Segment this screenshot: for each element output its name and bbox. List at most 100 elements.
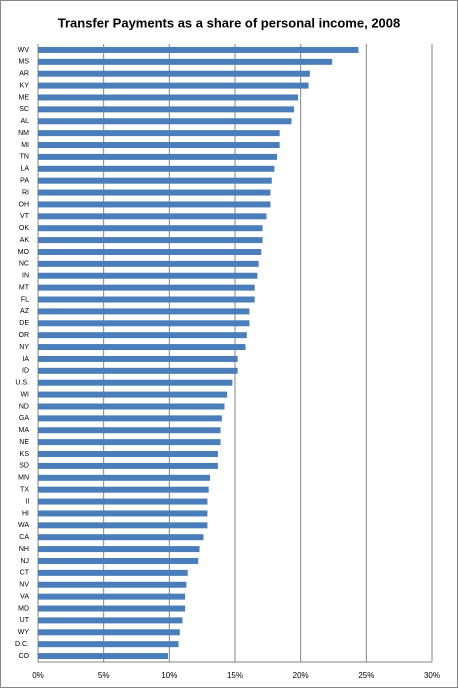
- bar: [38, 653, 169, 660]
- y-tick-label: KY: [20, 82, 30, 89]
- y-tick-label: NV: [19, 582, 29, 589]
- bar: [38, 641, 179, 648]
- bar: [38, 82, 309, 89]
- bar: [38, 546, 200, 553]
- y-tick-label: MS: [19, 59, 30, 66]
- bar: [38, 320, 250, 327]
- y-tick-label: AK: [20, 237, 30, 244]
- bar: [38, 118, 292, 125]
- y-tick-label: AL: [20, 118, 29, 125]
- bar: [38, 177, 272, 184]
- y-tick-label: DE: [19, 320, 29, 327]
- bar: [38, 142, 280, 149]
- bar: [38, 581, 187, 588]
- y-tick-label: Il: [26, 498, 30, 505]
- y-tick-label: D.C.: [15, 641, 29, 648]
- y-tick-label: ME: [19, 94, 30, 101]
- bar: [38, 617, 183, 624]
- bar: [38, 439, 221, 446]
- y-tick-label: KS: [20, 451, 30, 458]
- x-tick-label: 30%: [424, 671, 440, 680]
- bar: [38, 46, 359, 53]
- bar: [38, 403, 225, 410]
- x-tick-label: 5%: [98, 671, 110, 680]
- bar: [38, 379, 233, 386]
- y-tick-label: NH: [19, 546, 29, 553]
- y-tick-label: MO: [18, 249, 30, 256]
- bar: [38, 415, 222, 422]
- bar: [38, 355, 238, 362]
- y-tick-label: WY: [18, 629, 30, 636]
- bar: [38, 70, 310, 77]
- bar: [38, 296, 255, 303]
- bar: [38, 498, 208, 505]
- bar: [38, 308, 250, 315]
- y-tick-label: UT: [20, 617, 30, 624]
- y-tick-label: VT: [20, 213, 30, 220]
- y-tick-label: SC: [19, 106, 29, 113]
- y-tick-label: WI: [20, 391, 29, 398]
- x-tick-label: 15%: [227, 671, 243, 680]
- y-tick-label: PA: [20, 178, 29, 185]
- bar: [38, 284, 255, 291]
- bar: [38, 237, 263, 244]
- y-tick-label: OK: [19, 225, 29, 232]
- y-tick-label: GA: [19, 415, 29, 422]
- bar: [38, 629, 180, 636]
- y-tick-label: MI: [21, 142, 29, 149]
- y-tick-label: FL: [21, 296, 29, 303]
- bar: [38, 94, 299, 101]
- y-tick-label: CO: [19, 653, 30, 660]
- y-tick-label: NM: [18, 130, 29, 137]
- y-tick-label: IN: [22, 273, 29, 280]
- bar: [38, 201, 271, 208]
- y-tick-label: NE: [19, 439, 29, 446]
- y-tick-label: NC: [19, 261, 29, 268]
- y-tick-label: HI: [22, 510, 29, 517]
- y-tick-label: MD: [18, 605, 29, 612]
- bar: [38, 130, 280, 137]
- y-tick-label: OH: [19, 201, 30, 208]
- y-tick-label: WA: [18, 522, 29, 529]
- bar: [38, 165, 275, 172]
- bar: [38, 474, 211, 481]
- y-tick-label: CT: [20, 570, 30, 577]
- y-tick-label: TN: [20, 154, 29, 161]
- bar: [38, 593, 186, 600]
- bar: [38, 569, 188, 576]
- bar: [38, 344, 246, 351]
- chart-title: Transfer Payments as a share of personal…: [58, 15, 401, 30]
- bar: [38, 534, 204, 541]
- bar: [38, 427, 221, 434]
- y-tick-label: IA: [22, 356, 29, 363]
- bar: [38, 510, 208, 517]
- x-tick-label: 20%: [293, 671, 309, 680]
- y-tick-label: MN: [18, 475, 29, 482]
- bar: [38, 367, 238, 374]
- y-tick-label: NY: [19, 344, 29, 351]
- y-tick-label: MT: [19, 284, 30, 291]
- bar: [38, 225, 263, 232]
- bar: [38, 605, 186, 612]
- y-tick-label: SD: [19, 463, 29, 470]
- y-tick-label: MA: [19, 427, 30, 434]
- bar: [38, 522, 208, 529]
- y-tick-label: CA: [19, 534, 29, 541]
- y-tick-label: AR: [19, 71, 29, 78]
- bar: [38, 213, 267, 220]
- bar: [38, 391, 228, 398]
- bar: [38, 462, 218, 469]
- bar: [38, 557, 199, 564]
- bar: [38, 272, 258, 279]
- y-tick-label: NJ: [20, 558, 29, 565]
- y-tick-label: OR: [19, 332, 30, 339]
- y-tick-label: ND: [19, 403, 29, 410]
- y-tick-label: AZ: [20, 308, 30, 315]
- bar: [38, 451, 218, 458]
- x-tick-label: 25%: [358, 671, 374, 680]
- bar: [38, 260, 259, 267]
- y-tick-label: ID: [22, 368, 29, 375]
- bar: [38, 106, 295, 113]
- y-tick-label: U.S.: [15, 380, 29, 387]
